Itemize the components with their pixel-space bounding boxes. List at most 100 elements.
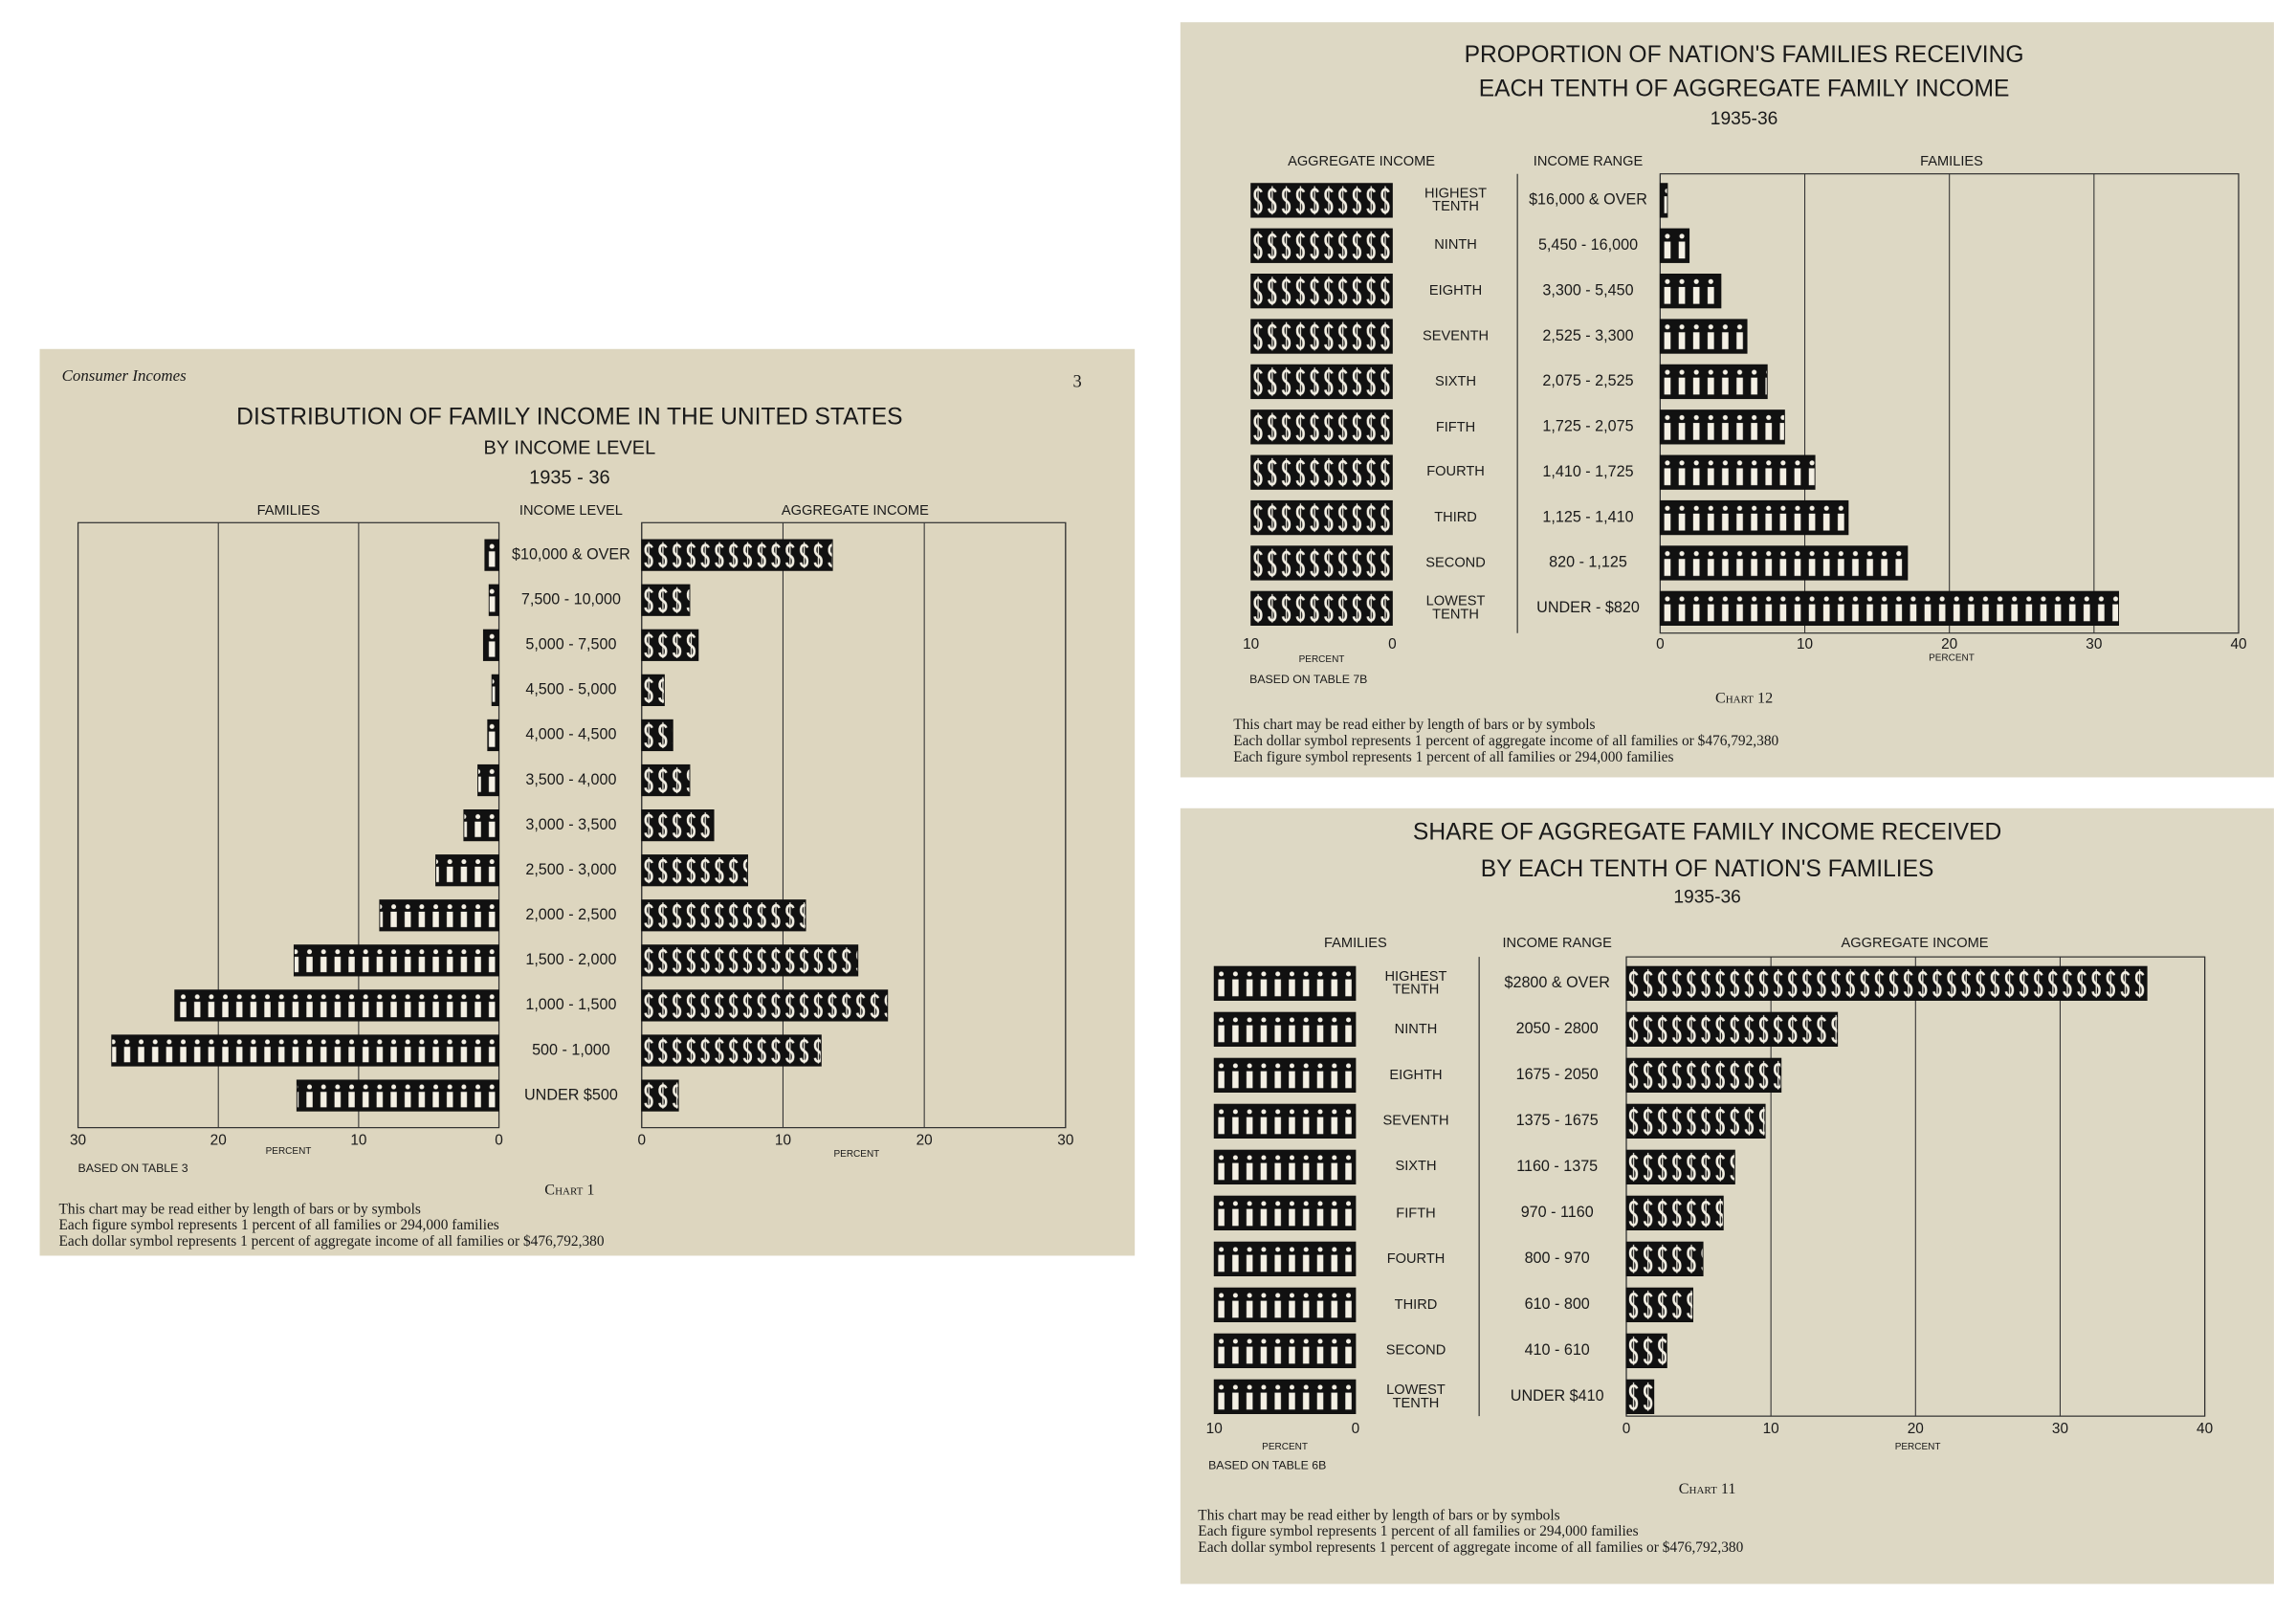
column-header: INCOME RANGE — [1502, 936, 1612, 951]
row-label: NINTH — [1394, 1021, 1438, 1038]
income-range: 5,450 - 16,000 — [1538, 236, 1638, 254]
income-range: 1,725 - 2,075 — [1542, 418, 1633, 435]
bar — [1625, 1195, 1724, 1231]
row-label: THIRD — [1434, 509, 1477, 526]
bar — [1213, 1195, 1357, 1231]
income-range: 1375 - 1675 — [1516, 1112, 1599, 1129]
income-range: 970 - 1160 — [1521, 1204, 1594, 1221]
row-label: $10,000 & OVER — [512, 545, 630, 563]
bar — [491, 674, 499, 706]
bar — [1213, 1011, 1357, 1048]
x-tick-label: 40 — [2230, 636, 2246, 653]
chart-caption: Chart 12 — [1715, 691, 1773, 707]
income-range: UNDER $410 — [1511, 1387, 1604, 1405]
column-header: INCOME LEVEL — [519, 503, 623, 519]
x-tick-label: 10 — [1243, 636, 1259, 653]
income-range: 1160 - 1375 — [1516, 1158, 1598, 1175]
source-note: BASED ON TABLE 7B — [1249, 673, 1367, 686]
chart-caption: Chart 1 — [544, 1182, 594, 1198]
bar — [1625, 1011, 1839, 1048]
x-tick-label: 0 — [1623, 1421, 1631, 1437]
row-label-box: LOWEST TENTH — [1386, 1382, 1446, 1412]
bar — [477, 763, 500, 797]
x-tick-label: 30 — [2086, 636, 2102, 653]
income-range: 1,410 - 1,725 — [1542, 463, 1633, 480]
income-range: 410 - 610 — [1525, 1341, 1590, 1359]
bar — [1213, 1241, 1357, 1277]
x-tick-label: 40 — [2197, 1421, 2213, 1437]
row-label: HIGHEST TENTH — [1424, 186, 1488, 215]
income-range: UNDER - $820 — [1536, 599, 1640, 616]
bar — [1250, 545, 1393, 581]
income-range: $2800 & OVER — [1505, 974, 1610, 991]
footnote: Each dollar symbol represents 1 percent … — [59, 1233, 605, 1250]
bar — [641, 899, 806, 932]
bar — [1659, 183, 1668, 218]
row-label: 4,500 - 5,000 — [525, 681, 616, 698]
bar — [296, 1079, 499, 1112]
bar — [293, 944, 499, 977]
bar — [1659, 319, 1748, 354]
row-label-box: FOURTH — [1426, 465, 1485, 479]
chart-title: EACH TENTH OF AGGREGATE FAMILY INCOME — [1479, 76, 2010, 101]
row-label: NINTH — [1434, 237, 1477, 254]
bar — [641, 539, 833, 571]
axis-label: PERCENT — [1262, 1442, 1308, 1452]
row-label: 7,500 - 10,000 — [521, 590, 621, 608]
bar — [484, 539, 500, 571]
income-range: 1,125 - 1,410 — [1542, 508, 1633, 525]
bar — [1213, 1057, 1357, 1094]
page-scan — [1180, 22, 2274, 778]
bar — [1213, 1333, 1357, 1368]
income-range: 2,075 - 2,525 — [1542, 372, 1633, 389]
bar — [1213, 1379, 1357, 1414]
row-label: EIGHTH — [1389, 1067, 1443, 1084]
bar — [1250, 274, 1393, 309]
row-label-box: HIGHEST TENTH — [1424, 186, 1488, 215]
row-label: FOURTH — [1386, 1250, 1446, 1268]
axis-label: PERCENT — [1299, 654, 1345, 665]
chart-title: BY INCOME LEVEL — [484, 438, 656, 459]
bar — [1659, 590, 2120, 627]
bar — [488, 584, 500, 616]
bar — [641, 1079, 679, 1112]
bar — [1659, 364, 1768, 400]
page-number: 3 — [1073, 371, 1082, 390]
bar — [379, 899, 500, 932]
row-label-box: THIRD — [1434, 509, 1477, 526]
bar — [1250, 409, 1393, 445]
x-tick-label: 10 — [350, 1133, 366, 1149]
x-tick-label: 10 — [775, 1133, 791, 1149]
footnote: Each figure symbol represents 1 percent … — [1233, 749, 1673, 765]
row-label: 2,000 - 2,500 — [525, 906, 616, 923]
column-header: AGGREGATE INCOME — [1842, 936, 1989, 951]
column-header: AGGREGATE INCOME — [782, 503, 929, 519]
income-range: 1675 - 2050 — [1516, 1066, 1599, 1083]
bar — [174, 989, 499, 1022]
bar — [641, 763, 691, 797]
chart-title: 1935 - 36 — [529, 467, 610, 488]
bar — [1659, 409, 1785, 445]
x-tick-label: 0 — [1656, 636, 1665, 653]
bar — [1250, 183, 1393, 218]
row-label-box: THIRD — [1395, 1298, 1438, 1313]
x-tick-label: 30 — [2052, 1421, 2068, 1437]
bar — [435, 854, 499, 887]
row-label-box: NINTH — [1394, 1021, 1438, 1038]
axis-label: PERCENT — [266, 1146, 312, 1157]
row-label-box: FIFTH — [1435, 418, 1476, 435]
income-range: 3,300 - 5,450 — [1542, 281, 1633, 299]
row-label-box: NINTH — [1434, 237, 1477, 254]
row-label: FIFTH — [1435, 418, 1476, 435]
row-label: FIFTH — [1396, 1205, 1436, 1222]
row-label-box: FOURTH — [1386, 1250, 1446, 1268]
row-label: SIXTH — [1395, 1159, 1437, 1176]
bar — [641, 719, 673, 752]
bar — [641, 674, 665, 706]
axis-label: PERCENT — [1929, 653, 1975, 663]
row-label: LOWEST TENTH — [1386, 1382, 1446, 1412]
income-range: 820 - 1,125 — [1549, 554, 1627, 571]
bar — [1250, 319, 1393, 354]
column-header: FAMILIES — [257, 503, 320, 519]
bar — [641, 854, 748, 887]
